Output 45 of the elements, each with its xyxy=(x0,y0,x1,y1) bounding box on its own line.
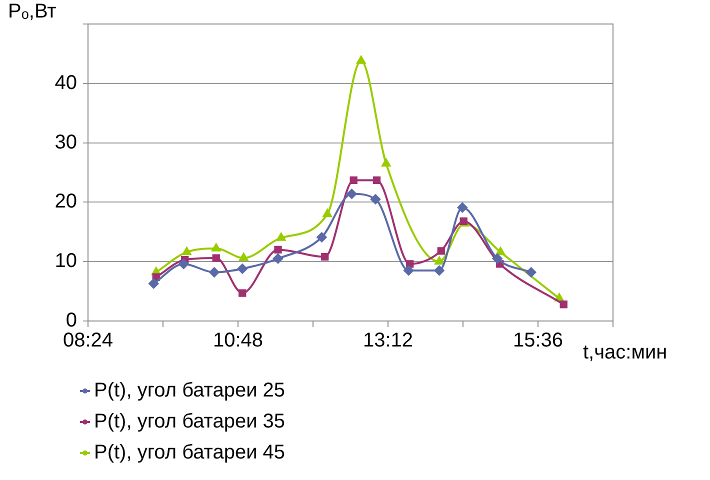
y-tick-label: 0 xyxy=(66,310,77,332)
point xyxy=(382,158,391,167)
point xyxy=(237,264,248,274)
y-tick-label: 40 xyxy=(54,72,77,94)
point xyxy=(437,247,445,255)
point xyxy=(406,260,414,268)
point xyxy=(322,209,332,218)
x-tick-label: 15:36 xyxy=(512,330,564,352)
point xyxy=(492,254,502,264)
point xyxy=(346,188,357,199)
legend-label: P(t), угол батареи 35 xyxy=(94,410,286,433)
legend-label: P(t), угол батареи 45 xyxy=(94,442,286,464)
point xyxy=(238,289,246,297)
point xyxy=(212,244,221,252)
point xyxy=(276,232,286,241)
legend-label: P(t), угол батареи 25 xyxy=(94,380,286,402)
x-tick-label: 08:24 xyxy=(62,330,114,352)
point xyxy=(274,246,282,254)
point xyxy=(434,266,444,276)
point xyxy=(178,258,189,269)
point xyxy=(370,194,380,204)
y-tick-label: 30 xyxy=(54,131,77,154)
point xyxy=(182,247,192,256)
x-tick-label: 10:48 xyxy=(212,330,264,352)
x-tick-label: 13:12 xyxy=(362,330,414,352)
point xyxy=(148,278,159,289)
point xyxy=(404,266,414,276)
point xyxy=(434,256,444,265)
point xyxy=(496,247,505,256)
point xyxy=(350,176,358,184)
point xyxy=(356,56,366,64)
point xyxy=(239,253,248,262)
y-tick-label: 10 xyxy=(54,250,77,272)
point xyxy=(209,267,220,278)
x-axis-title: t,час:мин xyxy=(583,342,668,364)
point xyxy=(457,202,468,213)
point xyxy=(372,176,381,184)
point xyxy=(526,267,536,278)
point xyxy=(321,253,329,261)
point xyxy=(273,254,283,264)
point xyxy=(560,300,568,308)
point xyxy=(212,254,220,262)
y-tick-label: 20 xyxy=(54,190,77,213)
y-axis-title: Pₒ,Вт xyxy=(8,0,56,23)
point xyxy=(316,232,327,242)
